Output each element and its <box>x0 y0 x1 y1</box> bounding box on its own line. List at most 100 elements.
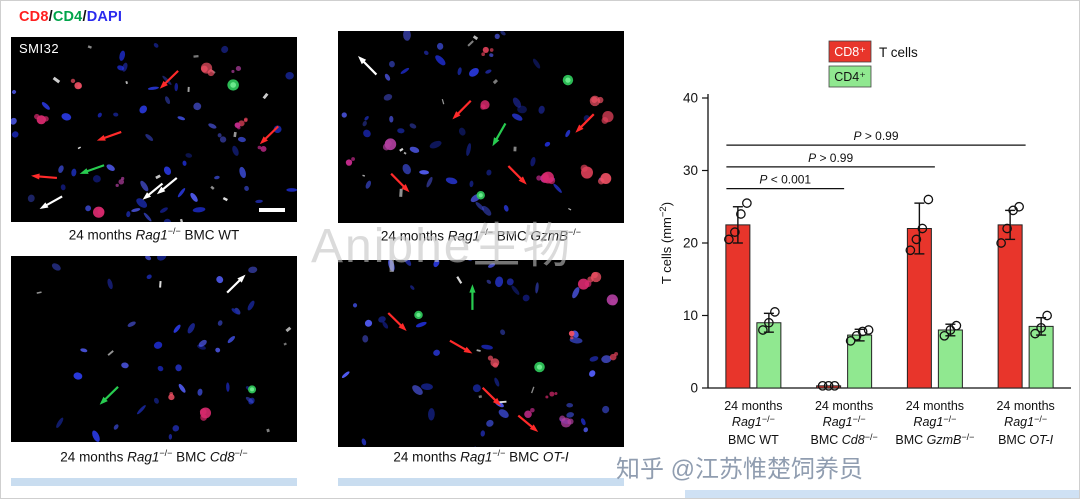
x-label-line1: 24 months <box>815 399 873 413</box>
caption-strain: Cd8 <box>209 449 235 465</box>
y-tick-label: 10 <box>683 308 698 323</box>
data-point <box>724 234 734 245</box>
x-label-line2: Rag1−/− <box>913 414 956 429</box>
annotation-arrow-green <box>79 164 105 174</box>
t-cell-bar-chart: CD8⁺ CD4⁺ T cells 0 10 20 30 40 T cells (mm−2) P … <box>656 36 1079 496</box>
legend-label: CD8⁺ <box>834 45 866 59</box>
annotation-arrow-green <box>469 284 476 310</box>
annotation-arrow-red <box>159 70 179 89</box>
annotation-arrow-red <box>507 165 527 185</box>
x-label-line2: Rag1−/− <box>1004 414 1047 429</box>
x-label-line2: Rag1−/− <box>732 414 775 429</box>
data-point <box>863 325 874 335</box>
annotation-arrow-red <box>575 113 595 133</box>
data-point <box>1014 201 1024 212</box>
significance-label: P > 0.99 <box>808 151 853 165</box>
accent-strip-middle <box>338 478 624 486</box>
y-tick-label: 30 <box>683 163 698 178</box>
data-point <box>829 380 840 391</box>
micrograph-panel-cd8ko <box>11 256 297 442</box>
x-label-line1: 24 months <box>996 399 1054 413</box>
x-label-line3: BMC OT-I <box>998 433 1054 447</box>
stain-cd8: CD8 <box>19 9 49 25</box>
bar-CD4-g3 <box>1028 325 1054 389</box>
data-point <box>1002 223 1012 234</box>
legend-title: T cells <box>879 45 918 60</box>
micrograph-panel-wt: SMI32 <box>11 37 297 222</box>
data-point <box>817 380 828 391</box>
caption-strain-sup: −/− <box>568 227 582 237</box>
y-axis-label: T cells (mm−2) <box>658 202 674 284</box>
panel-caption-wt: 24 months Rag1−/− BMC WT <box>11 226 297 243</box>
y-tick-label: 0 <box>690 381 698 396</box>
data-point <box>1030 328 1040 339</box>
legend-label: CD4⁺ <box>834 70 866 84</box>
caption-prefix: 24 months <box>380 228 448 244</box>
bar-CD8-g3 <box>997 224 1023 389</box>
data-point <box>823 380 834 391</box>
annotation-arrow-red <box>390 172 410 193</box>
x-label-line2: Rag1−/− <box>823 414 866 429</box>
stain-dapi: DAPI <box>86 9 123 25</box>
caption-mid: BMC <box>172 449 210 465</box>
caption-gene-sup: −/− <box>480 227 494 237</box>
panel-inner-label-smi32: SMI32 <box>19 41 60 56</box>
caption-strain: GzmB <box>530 228 569 244</box>
caption-prefix: 24 months <box>68 227 136 243</box>
data-point <box>857 326 868 337</box>
caption-mid: BMC <box>505 449 543 465</box>
panel-caption-oti: 24 months Rag1−/− BMC OT-I <box>338 448 624 465</box>
annotation-arrow-red <box>481 386 502 406</box>
annotation-arrow-red <box>449 339 473 354</box>
annotation-arrow-red <box>517 414 539 433</box>
significance-label: P < 0.001 <box>759 173 811 187</box>
y-tick-label: 40 <box>683 91 698 106</box>
data-point <box>742 198 752 208</box>
annotation-arrow-red <box>96 130 122 141</box>
annotation-arrow-green <box>99 386 119 405</box>
data-point <box>939 330 950 341</box>
bar-CD8-g1 <box>816 385 842 389</box>
caption-mid: BMC <box>180 227 219 243</box>
annotation-arrow-white <box>358 55 378 76</box>
data-point <box>758 325 768 335</box>
annotation-arrow-red <box>387 312 407 332</box>
annotation-arrow-green <box>492 122 507 147</box>
panel-caption-gzmb: 24 months Rag1−/− BMC GzmB−/− <box>338 227 624 244</box>
caption-gene: Rag1 <box>460 449 493 465</box>
stain-legend: CD8/CD4/DAPI <box>19 9 122 25</box>
significance-label: P > 0.99 <box>853 129 898 143</box>
bar-CD4-g1 <box>847 334 873 389</box>
data-point <box>996 238 1006 248</box>
caption-strain: OT-I <box>542 449 569 465</box>
caption-strain-sup: −/− <box>234 448 248 458</box>
data-point <box>923 194 934 205</box>
data-point <box>905 245 916 256</box>
caption-mid: BMC <box>493 228 531 244</box>
caption-gene: Rag1 <box>127 449 160 465</box>
annotation-arrow-white <box>142 182 164 200</box>
data-point <box>770 307 780 317</box>
micrograph-panel-gzmb <box>338 31 624 223</box>
caption-prefix: 24 months <box>60 449 128 465</box>
y-tick-label: 20 <box>683 236 698 251</box>
micrograph-panel-oti <box>338 260 624 447</box>
bar-CD8-g2 <box>906 228 932 389</box>
caption-gene-sup: −/− <box>167 226 181 236</box>
x-label-line1: 24 months <box>724 399 782 413</box>
accent-strip-right <box>685 490 1079 498</box>
annotation-arrow-white <box>226 274 246 294</box>
accent-strip-left <box>11 478 297 486</box>
x-label-line3: BMC Cd8−/− <box>811 432 878 447</box>
caption-gene: Rag1 <box>135 227 168 243</box>
data-point <box>951 320 962 331</box>
caption-gene-sup: −/− <box>159 448 173 458</box>
caption-strain: WT <box>218 227 240 243</box>
caption-gene: Rag1 <box>447 228 480 244</box>
data-point <box>1036 322 1046 333</box>
x-label-line1: 24 months <box>906 399 964 413</box>
data-point <box>730 227 740 237</box>
caption-gene-sup: −/− <box>492 448 506 458</box>
stain-separator-1: / <box>48 9 53 25</box>
data-point <box>845 336 856 346</box>
